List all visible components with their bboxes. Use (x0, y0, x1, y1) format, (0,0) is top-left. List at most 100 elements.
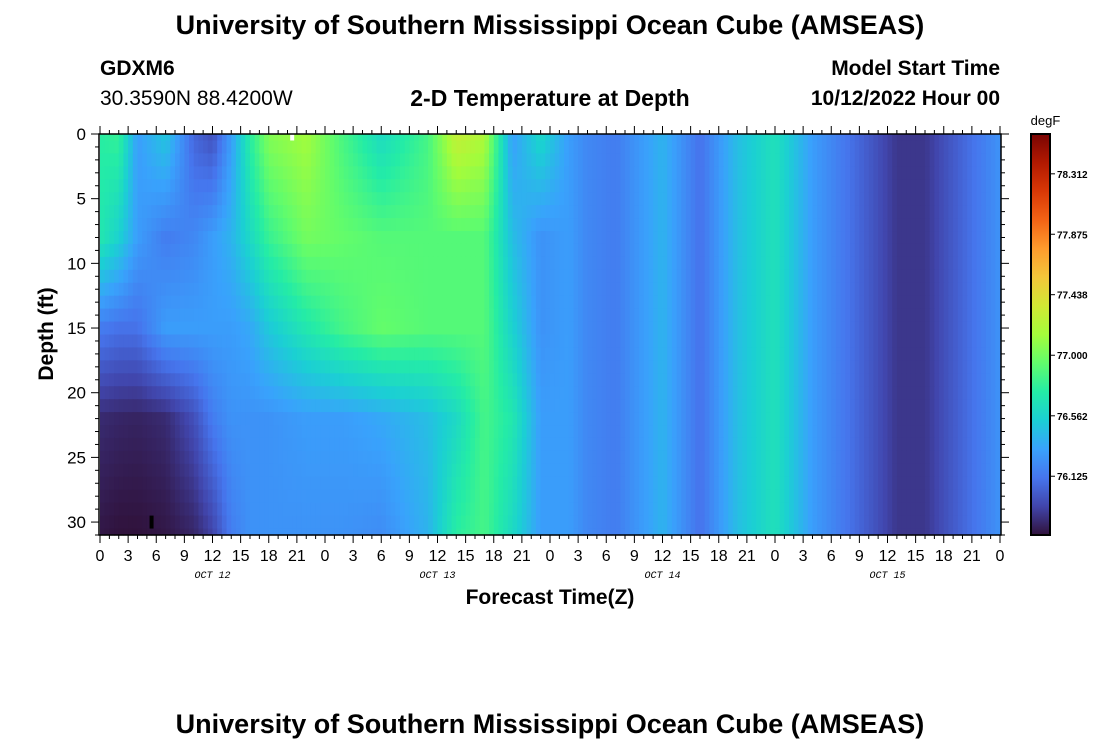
heatmap-cell (254, 321, 260, 336)
heatmap-cell (226, 166, 232, 180)
heatmap-cell (995, 450, 1001, 465)
heatmap-cell (948, 437, 954, 452)
heatmap-cell (793, 153, 800, 167)
heatmap-cell (160, 425, 167, 439)
heatmap-cell (976, 295, 982, 310)
heatmap-cell (643, 256, 650, 271)
heatmap-cell (812, 205, 818, 219)
heatmap-cell (643, 134, 650, 142)
heatmap-cell (432, 450, 439, 465)
heatmap-cell (657, 308, 664, 323)
heatmap-cell (114, 166, 120, 180)
heatmap-cell (868, 231, 875, 245)
heatmap-cell (742, 399, 748, 413)
heatmap-cell (601, 282, 607, 297)
heatmap-cell (610, 360, 617, 374)
heatmap-cell (835, 192, 842, 206)
heatmap-cell (803, 192, 809, 206)
heatmap-cell (460, 140, 467, 155)
heatmap-cell (132, 256, 139, 271)
heatmap-cell (493, 295, 500, 310)
heatmap-cell (714, 295, 720, 310)
heatmap-cell (793, 243, 800, 258)
heatmap-cell (465, 282, 471, 297)
heatmap-cell (128, 412, 134, 426)
heatmap-cell (807, 334, 814, 349)
heatmap-cell (507, 192, 514, 206)
heatmap-cell (573, 450, 579, 465)
heatmap-cell (929, 134, 935, 142)
heatmap-cell (629, 386, 635, 400)
heatmap-cell (868, 218, 875, 232)
heatmap-cell (671, 218, 678, 232)
heatmap-cell (545, 205, 551, 219)
heatmap-cell (503, 218, 509, 232)
heatmap-cell (653, 218, 659, 232)
heatmap-cell (189, 134, 195, 142)
heatmap-cell (887, 450, 893, 465)
heatmap-cell (404, 218, 410, 232)
heatmap-cell (559, 295, 565, 310)
heatmap-cell (292, 205, 298, 219)
heatmap-cell (371, 450, 378, 465)
heatmap-cell (976, 140, 982, 155)
heatmap-cell (625, 166, 631, 180)
heatmap-cell (812, 347, 818, 361)
heatmap-cell (432, 425, 439, 439)
heatmap-cell (535, 134, 542, 142)
heatmap-cell (643, 437, 650, 452)
heatmap-cell (554, 243, 560, 258)
heatmap-cell (718, 166, 725, 180)
heatmap-cell (676, 399, 682, 413)
heatmap-cell (489, 425, 495, 439)
heatmap-cell (250, 450, 256, 465)
heatmap-cell (559, 205, 565, 219)
heatmap-cell (742, 321, 748, 336)
heatmap-cell (620, 373, 626, 387)
heatmap-cell (254, 308, 260, 323)
heatmap-cell (437, 192, 443, 206)
heatmap-cell (367, 321, 373, 336)
heatmap-cell (212, 412, 218, 426)
heatmap-cell (254, 269, 260, 284)
heatmap-cell (531, 256, 537, 271)
heatmap-cell (864, 218, 870, 232)
heatmap-cell (971, 399, 978, 413)
heatmap-cell (681, 282, 687, 297)
heatmap-cell (493, 360, 500, 374)
heatmap-cell (601, 412, 607, 426)
heatmap-cell (915, 218, 921, 232)
heatmap-cell (531, 140, 537, 155)
heatmap-cell (409, 308, 415, 323)
heatmap-cell (770, 373, 776, 387)
heatmap-cell (882, 373, 889, 387)
heatmap-cell (864, 192, 870, 206)
heatmap-cell (287, 450, 293, 465)
heatmap-cell (179, 373, 185, 387)
heatmap-cell (315, 231, 321, 245)
heatmap-cell (489, 282, 495, 297)
heatmap-cell (709, 166, 715, 180)
heatmap-cell (723, 205, 729, 219)
heatmap-cell (489, 134, 495, 142)
heatmap-cell (681, 450, 687, 465)
heatmap-cell (892, 243, 898, 258)
heatmap-cell (512, 386, 518, 400)
heatmap-cell (929, 205, 935, 219)
heatmap-cell (845, 386, 851, 400)
heatmap-cell (395, 386, 401, 400)
heatmap-cell (479, 412, 485, 426)
heatmap-cell (156, 166, 162, 180)
heatmap-cell (151, 166, 157, 180)
heatmap-cell (714, 308, 720, 323)
heatmap-cell (606, 347, 612, 361)
heatmap-cell (484, 231, 490, 245)
heatmap-cell (620, 412, 626, 426)
heatmap-cell (859, 437, 865, 452)
heatmap-cell (957, 450, 964, 465)
heatmap-cell (240, 347, 246, 361)
heatmap-cell (718, 179, 725, 193)
heatmap-cell (245, 192, 251, 206)
heatmap-cell (784, 179, 790, 193)
heatmap-cell (442, 134, 448, 142)
